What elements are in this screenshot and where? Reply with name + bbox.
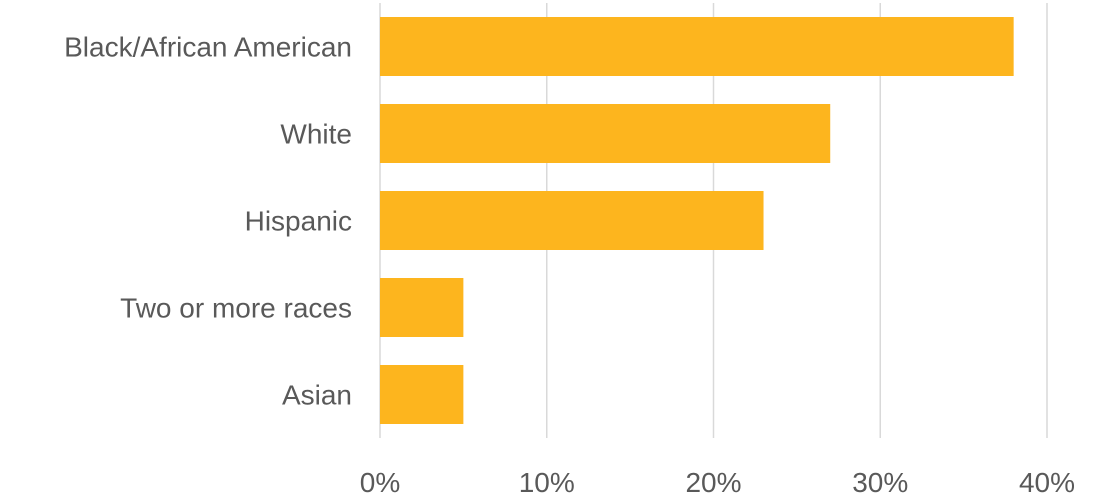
x-tick-label: 10% <box>519 467 575 498</box>
x-tick-label: 0% <box>360 467 400 498</box>
category-label: Black/African American <box>64 32 352 63</box>
x-tick-label: 30% <box>852 467 908 498</box>
bar <box>380 365 464 424</box>
bar <box>380 104 831 163</box>
category-label: Hispanic <box>245 206 352 237</box>
x-tick-label: 40% <box>1019 467 1075 498</box>
bar <box>380 278 464 337</box>
x-tick-label: 20% <box>685 467 741 498</box>
category-label: Two or more races <box>120 293 352 324</box>
category-labels: Black/African American White Hispanic Two o… <box>64 32 352 411</box>
bars <box>380 17 1014 424</box>
category-label: Asian <box>282 380 352 411</box>
x-axis-tick-labels: 0% 10% 20% 30% 40% <box>360 467 1075 498</box>
bar <box>380 191 764 250</box>
category-label: White <box>280 119 352 150</box>
bar <box>380 17 1014 76</box>
